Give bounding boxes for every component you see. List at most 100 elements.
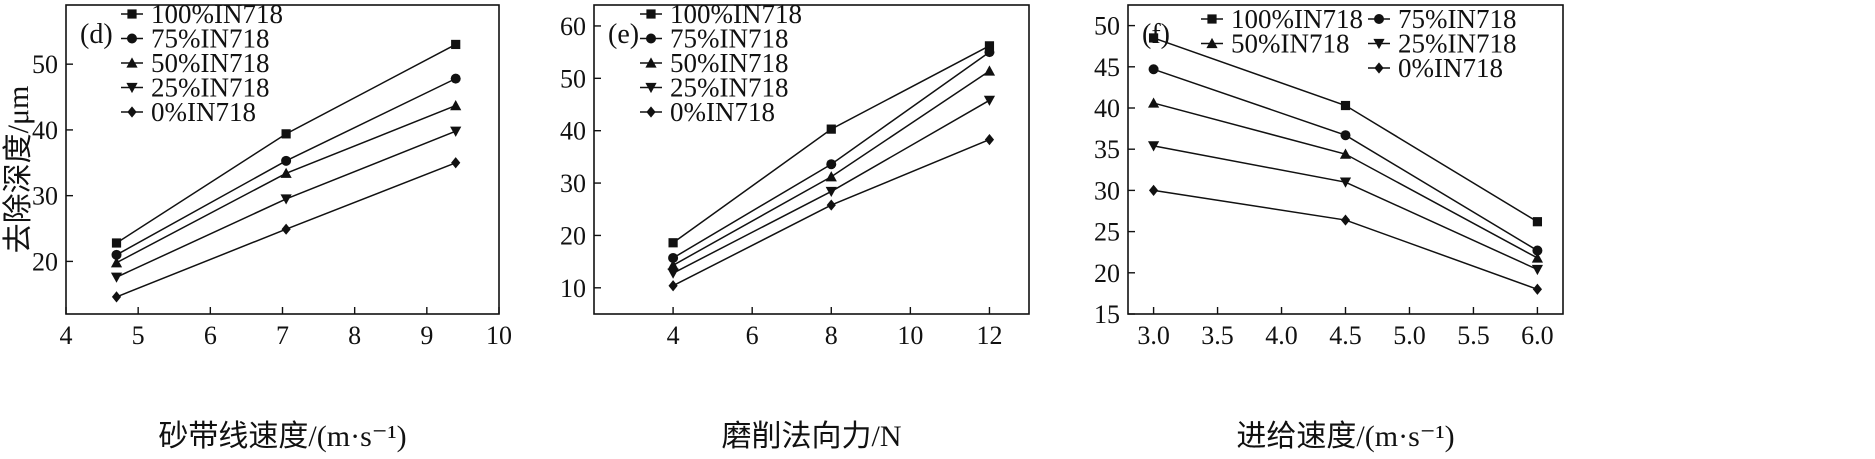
data-point [826, 159, 837, 170]
x-tick-label: 5 [132, 321, 145, 350]
y-axis-label: 去除深度/μm [2, 86, 35, 254]
legend-entry: 100%IN718 [151, 0, 283, 29]
x-tick-label: 7 [276, 321, 289, 350]
y-tick-label: 45 [1094, 53, 1120, 82]
data-point [450, 126, 462, 137]
panel-label: (d) [80, 19, 113, 50]
panel-d: 4 5 6 7 8 9 10 20 30 40 50 砂带线速度/(m·s⁻¹) 去除深度/μm (d) 1… [2, 0, 512, 453]
x-tick-label: 9 [420, 321, 433, 350]
x-tick-label: 12 [976, 321, 1002, 350]
data-point [281, 129, 291, 139]
legend-marker [1374, 14, 1384, 24]
legend-entry: 50%IN718 [151, 48, 269, 78]
legend-entry: 50%IN718 [1231, 29, 1349, 59]
data-point [451, 39, 461, 50]
legend-entry: 25%IN718 [1398, 29, 1516, 59]
x-axis-label: 磨削法向力/N [722, 420, 902, 453]
y-tick-label: 15 [1094, 300, 1120, 329]
data-point [667, 259, 679, 270]
legend-entry: 0%IN718 [1398, 53, 1503, 83]
legend-marker [1207, 14, 1217, 24]
x-tick-label: 6 [204, 321, 217, 350]
data-point [451, 157, 461, 169]
x-tick-label: 4 [60, 321, 73, 350]
data-point [1147, 97, 1160, 108]
y-tick-label: 40 [1094, 94, 1120, 123]
y-tick-label: 30 [560, 169, 586, 198]
series-line-0pct-in718 [1153, 189, 1538, 290]
y-tick-label: 40 [32, 116, 58, 145]
data-point [110, 257, 123, 268]
data-point [1148, 184, 1159, 196]
legend-marker [127, 106, 137, 118]
legend-marker [646, 106, 656, 118]
y-tick-label: 50 [1094, 12, 1120, 41]
y-tick-label: 20 [1094, 259, 1120, 288]
x-tick-label: 8 [348, 321, 361, 350]
legend-entry: 75%IN718 [670, 24, 788, 54]
y-tick-label: 30 [32, 182, 58, 211]
data-point [450, 73, 461, 84]
legend-entry: 75%IN718 [1398, 4, 1516, 34]
legend-entry: 25%IN718 [670, 73, 788, 103]
data-point [983, 65, 996, 76]
data-point [1532, 217, 1543, 227]
y-tick-label: 60 [560, 12, 586, 41]
y-tick-label: 20 [560, 221, 586, 250]
legend-entry: 75%IN718 [151, 24, 269, 54]
x-tick-label: 6 [746, 321, 759, 350]
data-point [1339, 148, 1352, 159]
x-axis-label: 砂带线速度/(m·s⁻¹) [158, 420, 406, 453]
data-point [825, 171, 837, 182]
legend-entry: 100%IN718 [1231, 4, 1363, 34]
data-point [984, 133, 995, 146]
data-point [281, 223, 291, 235]
series-line-50pct-in718 [116, 104, 456, 264]
data-point [450, 99, 462, 111]
legend-entry: 50%IN718 [670, 48, 788, 78]
data-point [668, 252, 679, 263]
data-point [281, 155, 292, 166]
x-tick-label: 5.0 [1393, 321, 1426, 350]
x-tick-label: 10 [897, 321, 923, 350]
legend-entry: 25%IN718 [151, 73, 269, 103]
x-tick-label: 10 [486, 321, 512, 350]
y-tick-label: 35 [1094, 135, 1120, 164]
data-point [826, 124, 836, 134]
legend-marker [646, 9, 656, 19]
data-point [825, 186, 837, 198]
legend-marker [645, 82, 657, 94]
data-point [1531, 264, 1544, 276]
data-point [1340, 130, 1351, 141]
y-tick-label: 20 [32, 247, 58, 276]
legend-marker [127, 33, 137, 44]
legend-marker [126, 82, 138, 94]
panel-label: (e) [608, 19, 639, 50]
legend-marker [1206, 37, 1218, 49]
plot-frame [593, 4, 1030, 315]
data-point [111, 238, 122, 248]
x-tick-label: 8 [825, 321, 838, 350]
data-point [1147, 141, 1160, 152]
legend-marker [1373, 38, 1385, 50]
data-point [1532, 283, 1543, 295]
y-tick-label: 25 [1094, 218, 1120, 247]
legend-marker [127, 9, 137, 19]
legend-marker [646, 33, 656, 44]
y-tick-label: 40 [560, 117, 586, 146]
data-point [280, 194, 292, 205]
data-point [1340, 214, 1351, 226]
legend-marker [645, 57, 657, 68]
y-tick-label: 10 [560, 274, 586, 303]
data-point [984, 47, 995, 58]
x-tick-label: 4.0 [1265, 321, 1298, 350]
data-point [667, 268, 679, 279]
x-tick-label: 6.0 [1521, 321, 1554, 350]
x-tick-label: 5.5 [1457, 321, 1490, 350]
legend-entry: 0%IN718 [670, 97, 775, 127]
data-point [1148, 64, 1159, 75]
x-tick-label: 3.0 [1137, 321, 1170, 350]
